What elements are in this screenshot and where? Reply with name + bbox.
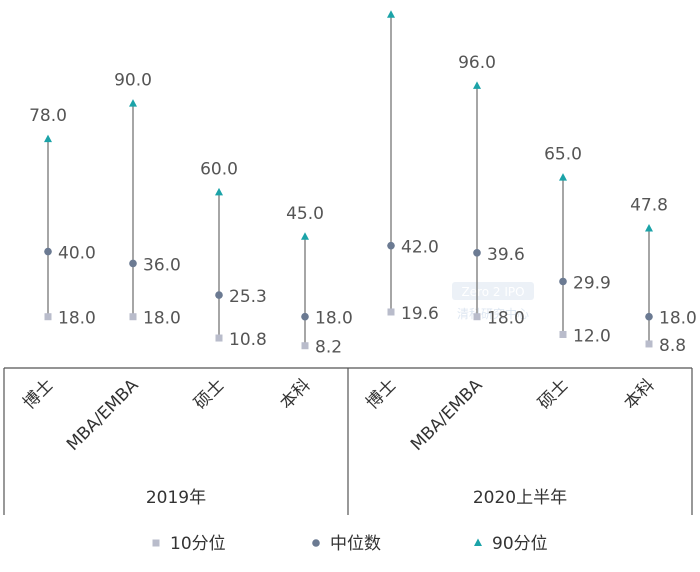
p10-label-1-3: 8.8 [659,336,686,356]
category-label-1-1: MBA/EMBA [407,375,487,455]
p90-point-1-0 [387,10,395,18]
p10-label-1-1: 18.0 [487,309,525,329]
p90-point-0-2 [215,187,223,196]
p90-label-0-2: 60.0 [200,159,238,179]
p90-point-0-1 [129,99,137,107]
median-point-0-2 [215,291,223,299]
p10-point-1-3 [645,340,653,348]
legend-label-2: 90分位 [492,534,548,554]
category-label-0-0: 博士 [19,375,57,413]
p10-label-0-1: 18.0 [143,309,181,329]
p10-point-0-1 [129,313,137,321]
median-label-0-2: 25.3 [229,287,267,307]
median-point-1-0 [387,241,395,250]
p10-label-1-2: 12.0 [573,326,611,346]
p90-point-0-0 [44,134,52,143]
category-label-1-0: 博士 [362,375,400,413]
p90-point-1-2 [559,173,567,181]
median-label-1-2: 29.9 [573,273,611,293]
median-point-1-1 [473,248,481,257]
legend-marker-2 [474,538,482,546]
p90-label-1-1: 96.0 [458,53,496,73]
p10-point-1-2 [559,330,567,338]
p90-label-0-1: 90.0 [114,71,152,91]
median-label-1-1: 39.6 [487,245,525,265]
category-label-1-2: 硕士 [534,375,572,413]
median-point-1-2 [559,277,567,286]
median-label-0-0: 40.0 [58,244,96,264]
group-label-1: 2020上半年 [473,488,567,508]
median-point-1-3 [645,312,653,321]
median-point-0-1 [129,259,137,268]
legend-marker-1 [312,539,320,547]
category-label-0-1: MBA/EMBA [63,375,143,455]
p90-label-1-2: 65.0 [544,145,582,165]
p10-label-0-2: 10.8 [229,330,267,350]
legend: 10分位 中位数 90分位 [152,534,548,554]
median-label-1-0: 42.0 [401,238,439,258]
p10-label-0-0: 18.0 [58,309,96,329]
p90-label-1-0: 120.0 [367,0,416,2]
group-label-0: 2019年 [146,488,206,508]
median-label-0-3: 18.0 [315,309,353,329]
p10-point-0-2 [215,334,223,342]
category-label-0-2: 硕士 [190,375,228,413]
p10-label-1-0: 19.6 [401,304,439,324]
p90-point-1-1 [473,81,481,89]
legend-label-1: 中位数 [330,534,381,554]
p10-point-0-0 [44,313,52,321]
p90-label-0-0: 78.0 [29,106,67,126]
p90-point-0-3 [301,232,309,240]
legend-marker-0 [152,539,160,547]
p10-point-1-1 [473,313,481,321]
svg-text:Zero 2 IPO: Zero 2 IPO [461,285,524,299]
median-point-0-0 [44,247,52,256]
p90-label-1-3: 47.8 [630,196,668,216]
p10-label-0-3: 8.2 [315,338,342,358]
category-label-1-3: 本科 [620,375,658,413]
p10-point-1-0 [387,308,395,316]
median-point-0-3 [301,312,309,321]
category-label-0-3: 本科 [276,375,314,413]
chart-marks: 18.0 40.0 78.0 18.0 36.0 90.0 10.8 25.3 60.0 8.2 1… [29,0,697,358]
p90-point-1-3 [645,224,653,232]
p90-label-0-3: 45.0 [286,204,324,224]
p10-point-0-3 [301,342,309,350]
median-label-1-3: 18.0 [659,309,697,329]
median-label-0-1: 36.0 [143,255,181,275]
legend-label-0: 10分位 [170,534,226,554]
